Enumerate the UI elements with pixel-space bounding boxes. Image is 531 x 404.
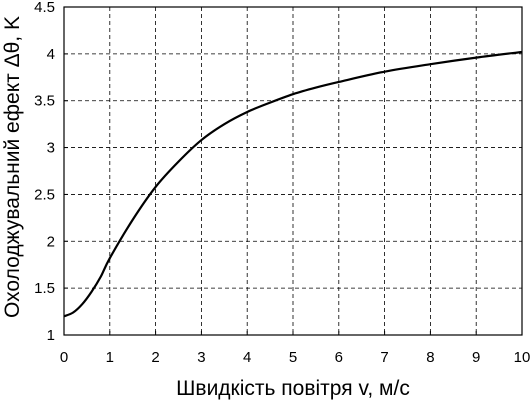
x-tick-label: 3 [197,349,205,366]
x-tick-label: 6 [335,349,343,366]
plot-frame [63,6,523,336]
x-tick-label: 2 [151,349,159,366]
y-tick-label: 3.5 [34,93,55,110]
series-line [63,50,523,318]
x-tick-label: 7 [380,349,388,366]
x-tick-label: 10 [514,349,531,366]
x-tick-labels: 0 1 2 3 4 5 6 7 8 9 10 [60,349,531,366]
y-tick-label: 2 [47,233,55,250]
y-tick-label: 1.5 [34,280,55,297]
y-tick-label: 3 [47,140,55,157]
x-tick-label: 4 [243,349,251,366]
axis-ticks [63,6,523,336]
y-axis-title: Охолоджувальний ефект Δθ, K [1,16,24,318]
y-tick-labels: 1 1.5 2 2.5 3 3.5 4 4.5 [34,0,55,344]
series-layer [63,50,523,318]
y-tick-label: 4.5 [34,0,55,16]
x-tick-label: 9 [472,349,480,366]
grid [64,7,522,335]
x-tick-label: 0 [60,349,68,366]
x-axis-title: Швидкість повітря v, м/с [176,377,410,400]
x-tick-label: 5 [289,349,297,366]
x-tick-label: 1 [106,349,114,366]
y-tick-label: 2.5 [34,186,55,203]
x-tick-label: 8 [426,349,434,366]
y-tick-label: 4 [47,46,55,63]
y-tick-label: 1 [47,327,55,344]
